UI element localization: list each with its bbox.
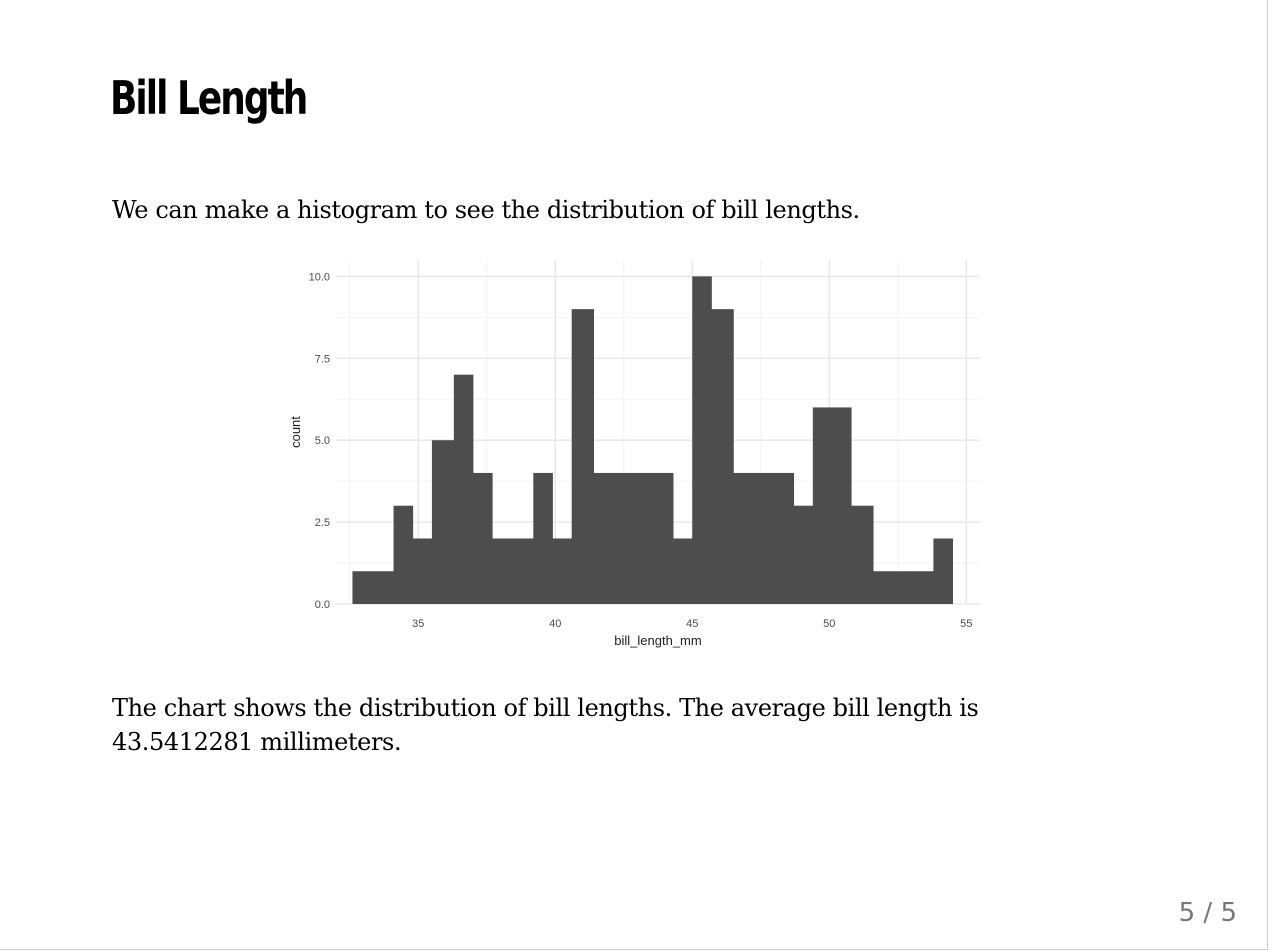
histogram-bar <box>892 571 912 604</box>
page-number: 5 / 5 <box>1178 898 1237 928</box>
histogram-bar <box>612 472 633 604</box>
histogram-bar <box>793 505 814 604</box>
histogram-bar <box>692 276 712 604</box>
histogram-bar <box>752 472 773 604</box>
histogram-bar <box>412 538 433 604</box>
chart-tick-labels: 35 40 45 50 55 0.0 2.5 5.0 7.5 10.0 <box>309 271 973 630</box>
histogram-bar <box>371 571 394 604</box>
histogram-bar <box>393 505 414 604</box>
x-tick-label: 50 <box>823 618 835 630</box>
histogram-bar <box>431 440 455 604</box>
histogram-bar <box>533 472 553 604</box>
histogram-bar <box>812 407 833 604</box>
histogram-bar <box>711 309 734 604</box>
chart-bars <box>352 276 953 604</box>
y-tick-label: 5.0 <box>315 435 330 447</box>
histogram-bar <box>571 309 594 604</box>
histogram-bar <box>514 538 534 604</box>
y-tick-label: 0.0 <box>315 599 330 611</box>
y-tick-label: 10.0 <box>309 271 330 283</box>
histogram-bar <box>631 472 655 604</box>
summary-paragraph: The chart shows the distribution of bill… <box>112 694 979 756</box>
x-tick-label: 55 <box>960 618 972 630</box>
histogram-bar <box>352 571 373 604</box>
y-tick-label: 2.5 <box>315 517 330 529</box>
histogram-bar <box>832 407 852 604</box>
y-tick-label: 7.5 <box>315 353 330 365</box>
histogram-bar <box>851 505 874 604</box>
histogram-bar <box>593 472 614 604</box>
histogram-bar <box>733 472 753 604</box>
histogram-bar <box>911 571 934 604</box>
x-tick-label: 35 <box>412 618 424 630</box>
histogram-bar <box>552 538 573 604</box>
histogram-bar <box>933 538 953 604</box>
slide-title: Bill Length <box>110 71 308 125</box>
histogram-bar <box>873 571 893 604</box>
histogram-bar <box>473 472 493 604</box>
x-tick-label: 45 <box>686 618 698 630</box>
histogram-bar <box>653 472 674 604</box>
histogram-bar <box>492 538 515 604</box>
y-axis-title: count <box>288 416 303 448</box>
histogram-bar <box>673 538 693 604</box>
x-axis-title: bill_length_mm <box>614 633 701 648</box>
x-tick-label: 40 <box>549 618 561 630</box>
histogram-bar <box>771 472 795 604</box>
intro-paragraph: We can make a histogram to see the distr… <box>112 196 860 224</box>
histogram-chart: 35 40 45 50 55 0.0 2.5 5.0 7.5 10.0 bill_length_m… <box>288 260 980 648</box>
histogram-bar <box>453 374 474 604</box>
